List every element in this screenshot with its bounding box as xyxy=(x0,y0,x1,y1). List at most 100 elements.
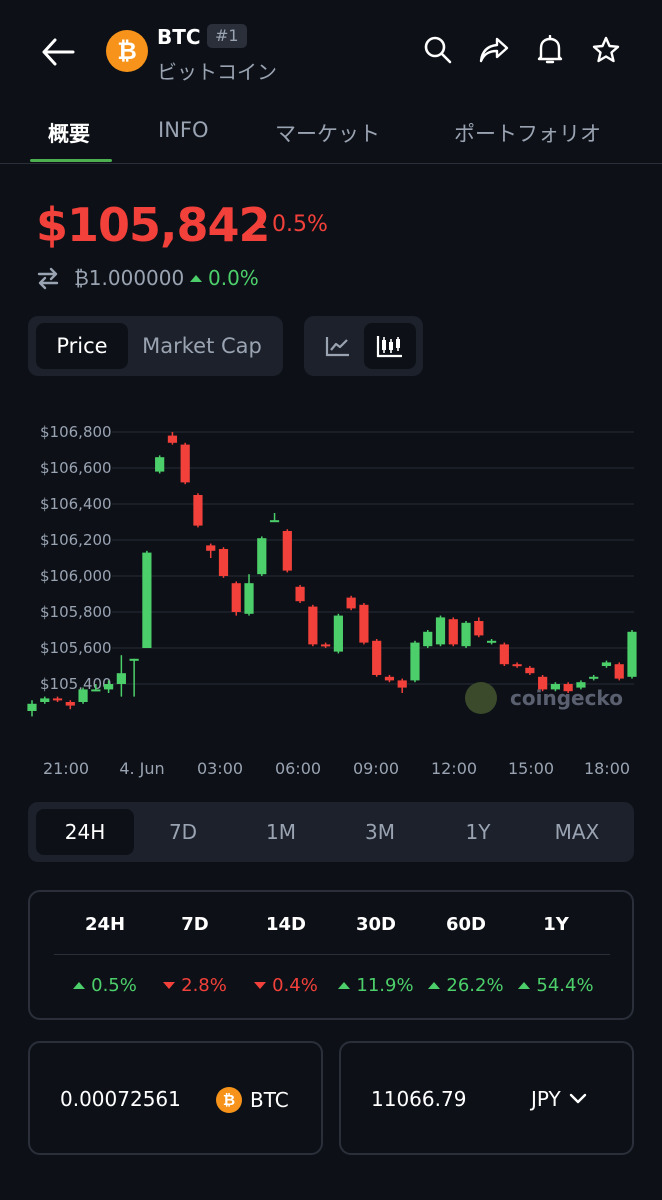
candle-body xyxy=(104,684,114,690)
range-24h-button[interactable]: 24H xyxy=(36,809,134,855)
candlestick-chart[interactable]: $106,800 $106,600 $106,400 $106,200 $106,000… xyxy=(0,410,662,790)
candle xyxy=(231,581,241,616)
up-triangle-icon xyxy=(338,982,351,989)
chart-type-toggle xyxy=(304,316,423,376)
candle xyxy=(155,455,165,474)
candle xyxy=(40,696,50,704)
range-max-button[interactable]: MAX xyxy=(554,820,600,844)
candle-body xyxy=(525,667,535,674)
candle xyxy=(244,574,254,616)
candle-body xyxy=(499,644,509,665)
price-toggle-button[interactable]: Price xyxy=(36,323,128,369)
y-tick-label: $106,600 xyxy=(40,459,112,477)
down-triangle-icon xyxy=(254,982,267,989)
y-tick-label: $105,400 xyxy=(40,675,112,693)
candle xyxy=(218,547,229,578)
current-price: $105,842 xyxy=(36,198,271,252)
search-icon[interactable] xyxy=(418,30,458,70)
candle xyxy=(269,513,280,523)
candle-body xyxy=(359,604,369,643)
price-marketcap-toggle: Price Market Cap xyxy=(28,316,283,376)
tab-portfolio[interactable]: ポートフォリオ xyxy=(454,122,601,146)
bitcoin-icon: ₿ xyxy=(216,1087,242,1113)
fiat-currency-dropdown[interactable]: JPY xyxy=(531,1087,587,1111)
candle-body xyxy=(65,702,75,706)
y-tick-label: $106,200 xyxy=(40,531,112,549)
performance-table: 24H 7D 14D 30D 60D 1Y 0.5% 2.8% 0.4% 11.… xyxy=(28,890,634,1020)
candle-body xyxy=(538,676,548,690)
candle xyxy=(474,617,484,638)
y-tick-label: $106,000 xyxy=(40,567,112,585)
candle xyxy=(295,585,305,603)
candle-body xyxy=(282,531,292,571)
candle-body xyxy=(116,673,126,684)
candle-body xyxy=(155,457,165,472)
candle xyxy=(359,603,369,645)
back-icon[interactable] xyxy=(36,30,80,74)
range-1m-button[interactable]: 1M xyxy=(266,820,296,844)
candle-body xyxy=(244,583,254,614)
fiat-amount-value[interactable]: 11066.79 xyxy=(371,1087,467,1111)
candle xyxy=(27,700,37,717)
candle xyxy=(512,662,522,668)
candle xyxy=(525,666,535,675)
tab-market[interactable]: マーケット xyxy=(275,122,380,146)
candle xyxy=(333,613,343,654)
up-triangle-icon xyxy=(73,982,86,989)
range-3m-button[interactable]: 3M xyxy=(365,820,395,844)
candle xyxy=(104,680,114,693)
x-tick-label: 09:00 xyxy=(353,759,399,778)
swap-icon xyxy=(36,266,60,290)
perf-change-7d: 2.8% xyxy=(150,975,240,996)
candle-body xyxy=(218,549,229,576)
candle-body xyxy=(142,552,152,648)
candle-body xyxy=(295,586,305,602)
candle-body xyxy=(321,644,331,647)
perf-period-14d: 14D xyxy=(266,914,306,935)
crypto-amount-field[interactable]: 0.00072561 ₿ BTC xyxy=(28,1041,323,1155)
candle xyxy=(499,642,509,666)
candle xyxy=(589,675,599,681)
tab-info[interactable]: INFO xyxy=(158,118,209,142)
candlestick-icon[interactable] xyxy=(364,323,416,369)
candle xyxy=(397,678,407,693)
crypto-amount-value[interactable]: 0.00072561 xyxy=(60,1087,181,1111)
share-icon[interactable] xyxy=(474,30,514,70)
candle xyxy=(52,696,63,702)
range-7d-button[interactable]: 7D xyxy=(168,820,198,844)
perf-change-24h: 0.5% xyxy=(60,975,150,996)
candle-body xyxy=(257,538,267,575)
candle-body xyxy=(40,698,50,702)
candle xyxy=(193,493,203,528)
candle-body xyxy=(627,631,637,677)
y-tick-label: $105,800 xyxy=(40,603,112,621)
candle xyxy=(601,660,612,668)
active-tab-indicator xyxy=(30,159,112,162)
candle-body xyxy=(474,621,484,636)
range-1y-button[interactable]: 1Y xyxy=(465,820,491,844)
candle xyxy=(308,604,318,647)
x-tick-label: 4. Jun xyxy=(119,759,164,778)
x-tick-label: 06:00 xyxy=(275,759,321,778)
candle-body xyxy=(269,520,280,523)
candle xyxy=(614,662,624,681)
tab-overview[interactable]: 概要 xyxy=(48,122,90,146)
fiat-amount-field[interactable]: 11066.79 JPY xyxy=(339,1041,634,1155)
star-icon[interactable] xyxy=(586,30,626,70)
perf-period-24h: 24H xyxy=(84,914,126,935)
candle xyxy=(167,432,178,445)
candle-body xyxy=(563,684,573,692)
candle xyxy=(91,684,101,692)
x-tick-label: 15:00 xyxy=(508,759,554,778)
market-cap-toggle-button[interactable]: Market Cap xyxy=(142,334,262,358)
candle-body xyxy=(512,664,522,667)
coin-name: ビットコイン xyxy=(157,60,277,84)
candle xyxy=(435,615,446,647)
candle xyxy=(627,630,637,679)
price-chart[interactable]: $106,800 $106,600 $106,400 $106,200 $106,000… xyxy=(0,410,662,790)
line-chart-icon[interactable] xyxy=(312,323,364,369)
perf-change-60d: 26.2% xyxy=(421,975,511,996)
candle-body xyxy=(423,631,433,647)
bell-icon[interactable] xyxy=(530,30,570,70)
candle xyxy=(423,630,433,648)
